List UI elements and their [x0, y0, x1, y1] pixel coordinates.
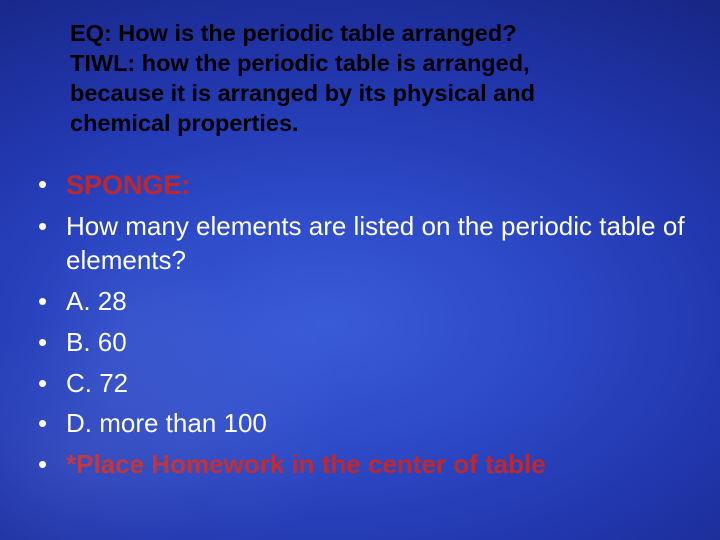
list-item: • B. 60 — [36, 326, 692, 360]
slide: EQ: How is the periodic table arranged? … — [0, 0, 720, 540]
sponge-label: SPONGE: — [66, 168, 692, 203]
header-line-4: chemical properties. — [70, 108, 692, 138]
slide-body: • SPONGE: • How many elements are listed… — [36, 168, 692, 482]
list-item: • SPONGE: — [36, 168, 692, 203]
header-line-3: because it is arranged by its physical a… — [70, 78, 692, 108]
bullet-glyph: • — [36, 285, 66, 318]
list-item: • C. 72 — [36, 367, 692, 401]
option-b: B. 60 — [66, 326, 692, 360]
list-item: • How many elements are listed on the pe… — [36, 210, 692, 278]
header-line-2: TIWL: how the periodic table is arranged… — [70, 48, 692, 78]
question-text: How many elements are listed on the peri… — [66, 210, 692, 278]
header-line-1: EQ: How is the periodic table arranged? — [70, 18, 692, 48]
list-item: • *Place Homework in the center of table — [36, 448, 692, 482]
bullet-glyph: • — [36, 367, 66, 400]
list-item: • A. 28 — [36, 285, 692, 319]
bullet-glyph: • — [36, 210, 66, 243]
bullet-glyph: • — [36, 168, 66, 201]
bullet-glyph: • — [36, 407, 66, 440]
option-a: A. 28 — [66, 285, 692, 319]
option-d: D. more than 100 — [66, 407, 692, 441]
homework-note: *Place Homework in the center of table — [66, 448, 692, 482]
bullet-glyph: • — [36, 326, 66, 359]
slide-header: EQ: How is the periodic table arranged? … — [70, 18, 692, 138]
option-c: C. 72 — [66, 367, 692, 401]
list-item: • D. more than 100 — [36, 407, 692, 441]
bullet-glyph: • — [36, 448, 66, 481]
